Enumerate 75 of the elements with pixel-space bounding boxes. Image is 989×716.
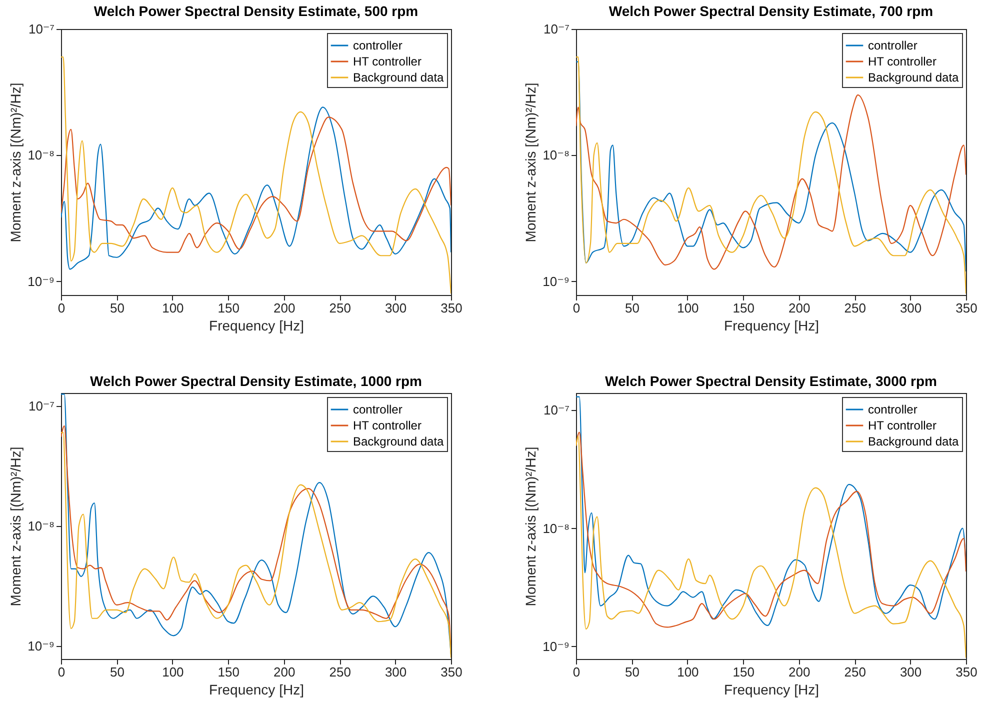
y-axis-title: Moment z-axis [(Nm)²/Hz]	[8, 446, 24, 606]
x-tick-label: 200	[788, 300, 810, 316]
x-tick-label: 350	[440, 300, 462, 316]
x-tick-label: 50	[110, 664, 124, 680]
legend-label: Background data	[353, 70, 444, 84]
chart-title: Welch Power Spectral Density Estimate, 700 rpm	[608, 3, 934, 19]
x-tick-label: 300	[384, 664, 407, 680]
x-tick-label: 50	[624, 664, 640, 680]
x-tick-label: 150	[218, 300, 240, 316]
x-tick-label: 250	[329, 300, 351, 316]
chart-title: Welch Power Spectral Density Estimate, 1000 rpm	[90, 373, 422, 389]
chart-title: Welch Power Spectral Density Estimate, 3000 rpm	[605, 373, 937, 389]
legend-label: controller	[353, 402, 402, 416]
y-tick-label: 10⁻⁸	[28, 148, 54, 163]
line-series	[576, 396, 966, 626]
y-tick-label: 10⁻⁹	[542, 638, 570, 654]
legend-label: controller	[353, 38, 402, 52]
x-tick-label: 50	[110, 300, 124, 316]
line-series	[576, 432, 966, 628]
x-tick-label: 50	[624, 300, 640, 316]
line-series	[61, 116, 451, 253]
x-axis-title: Frequency [Hz]	[209, 318, 304, 334]
x-tick-label: 250	[844, 300, 866, 316]
chart-title: Welch Power Spectral Density Estimate, 500 rpm	[94, 3, 418, 19]
line-series	[61, 106, 451, 270]
x-tick-label: 0	[58, 664, 66, 680]
legend-label: HT controller	[868, 54, 936, 68]
legend-label: Background data	[353, 434, 444, 448]
y-axis-title: Moment z-axis [(Nm)²/Hz]	[522, 446, 539, 606]
x-tick-label: 350	[956, 664, 978, 680]
y-tick-label: 10⁻⁷	[28, 398, 55, 414]
legend-label: controller	[868, 402, 918, 416]
y-axis-title: Moment z-axis [(Nm)²/Hz]	[8, 82, 24, 242]
x-tick-label: 350	[956, 300, 978, 316]
legend-label: HT controller	[353, 418, 422, 432]
line-series	[576, 436, 966, 658]
legend-label: Background data	[868, 434, 960, 448]
x-tick-label: 350	[440, 664, 462, 680]
x-tick-label: 300	[384, 300, 407, 316]
x-tick-label: 0	[572, 300, 580, 316]
legend-label: HT controller	[353, 54, 422, 68]
legend-label: controller	[868, 38, 918, 52]
x-tick-label: 0	[58, 300, 66, 316]
y-tick-label: 10⁻⁷	[28, 22, 55, 36]
y-tick-label: 10⁻⁹	[28, 274, 54, 289]
x-tick-label: 100	[162, 664, 184, 680]
line-series	[61, 56, 451, 294]
x-axis-title: Frequency [Hz]	[724, 682, 819, 698]
line-series	[576, 94, 966, 270]
y-tick-label: 10⁻⁹	[542, 274, 570, 289]
x-tick-label: 100	[677, 664, 699, 680]
x-axis-title: Frequency [Hz]	[209, 682, 304, 698]
y-tick-label: 10⁻⁷	[543, 22, 570, 36]
x-tick-label: 150	[732, 664, 754, 680]
legend-label: Background data	[868, 70, 960, 84]
y-tick-label: 10⁻⁷	[543, 402, 570, 418]
x-tick-label: 0	[572, 664, 580, 680]
x-tick-label: 200	[788, 664, 810, 680]
x-tick-label: 200	[274, 300, 296, 316]
y-tick-label: 10⁻⁹	[28, 638, 54, 654]
x-tick-label: 300	[900, 664, 922, 680]
y-tick-label: 10⁻⁸	[28, 518, 54, 534]
x-tick-label: 300	[900, 300, 922, 316]
y-tick-label: 10⁻⁸	[542, 148, 570, 163]
x-tick-label: 150	[218, 664, 240, 680]
x-tick-label: 150	[732, 300, 754, 316]
x-tick-label: 250	[329, 664, 351, 680]
x-axis-title: Frequency [Hz]	[724, 318, 819, 334]
y-axis-title: Moment z-axis [(Nm)²/Hz]	[522, 82, 539, 242]
x-tick-label: 250	[844, 664, 866, 680]
x-tick-label: 200	[274, 664, 296, 680]
x-tick-label: 100	[162, 300, 184, 316]
x-tick-label: 100	[677, 300, 699, 316]
y-tick-label: 10⁻⁸	[542, 520, 570, 536]
legend-label: HT controller	[868, 418, 936, 432]
